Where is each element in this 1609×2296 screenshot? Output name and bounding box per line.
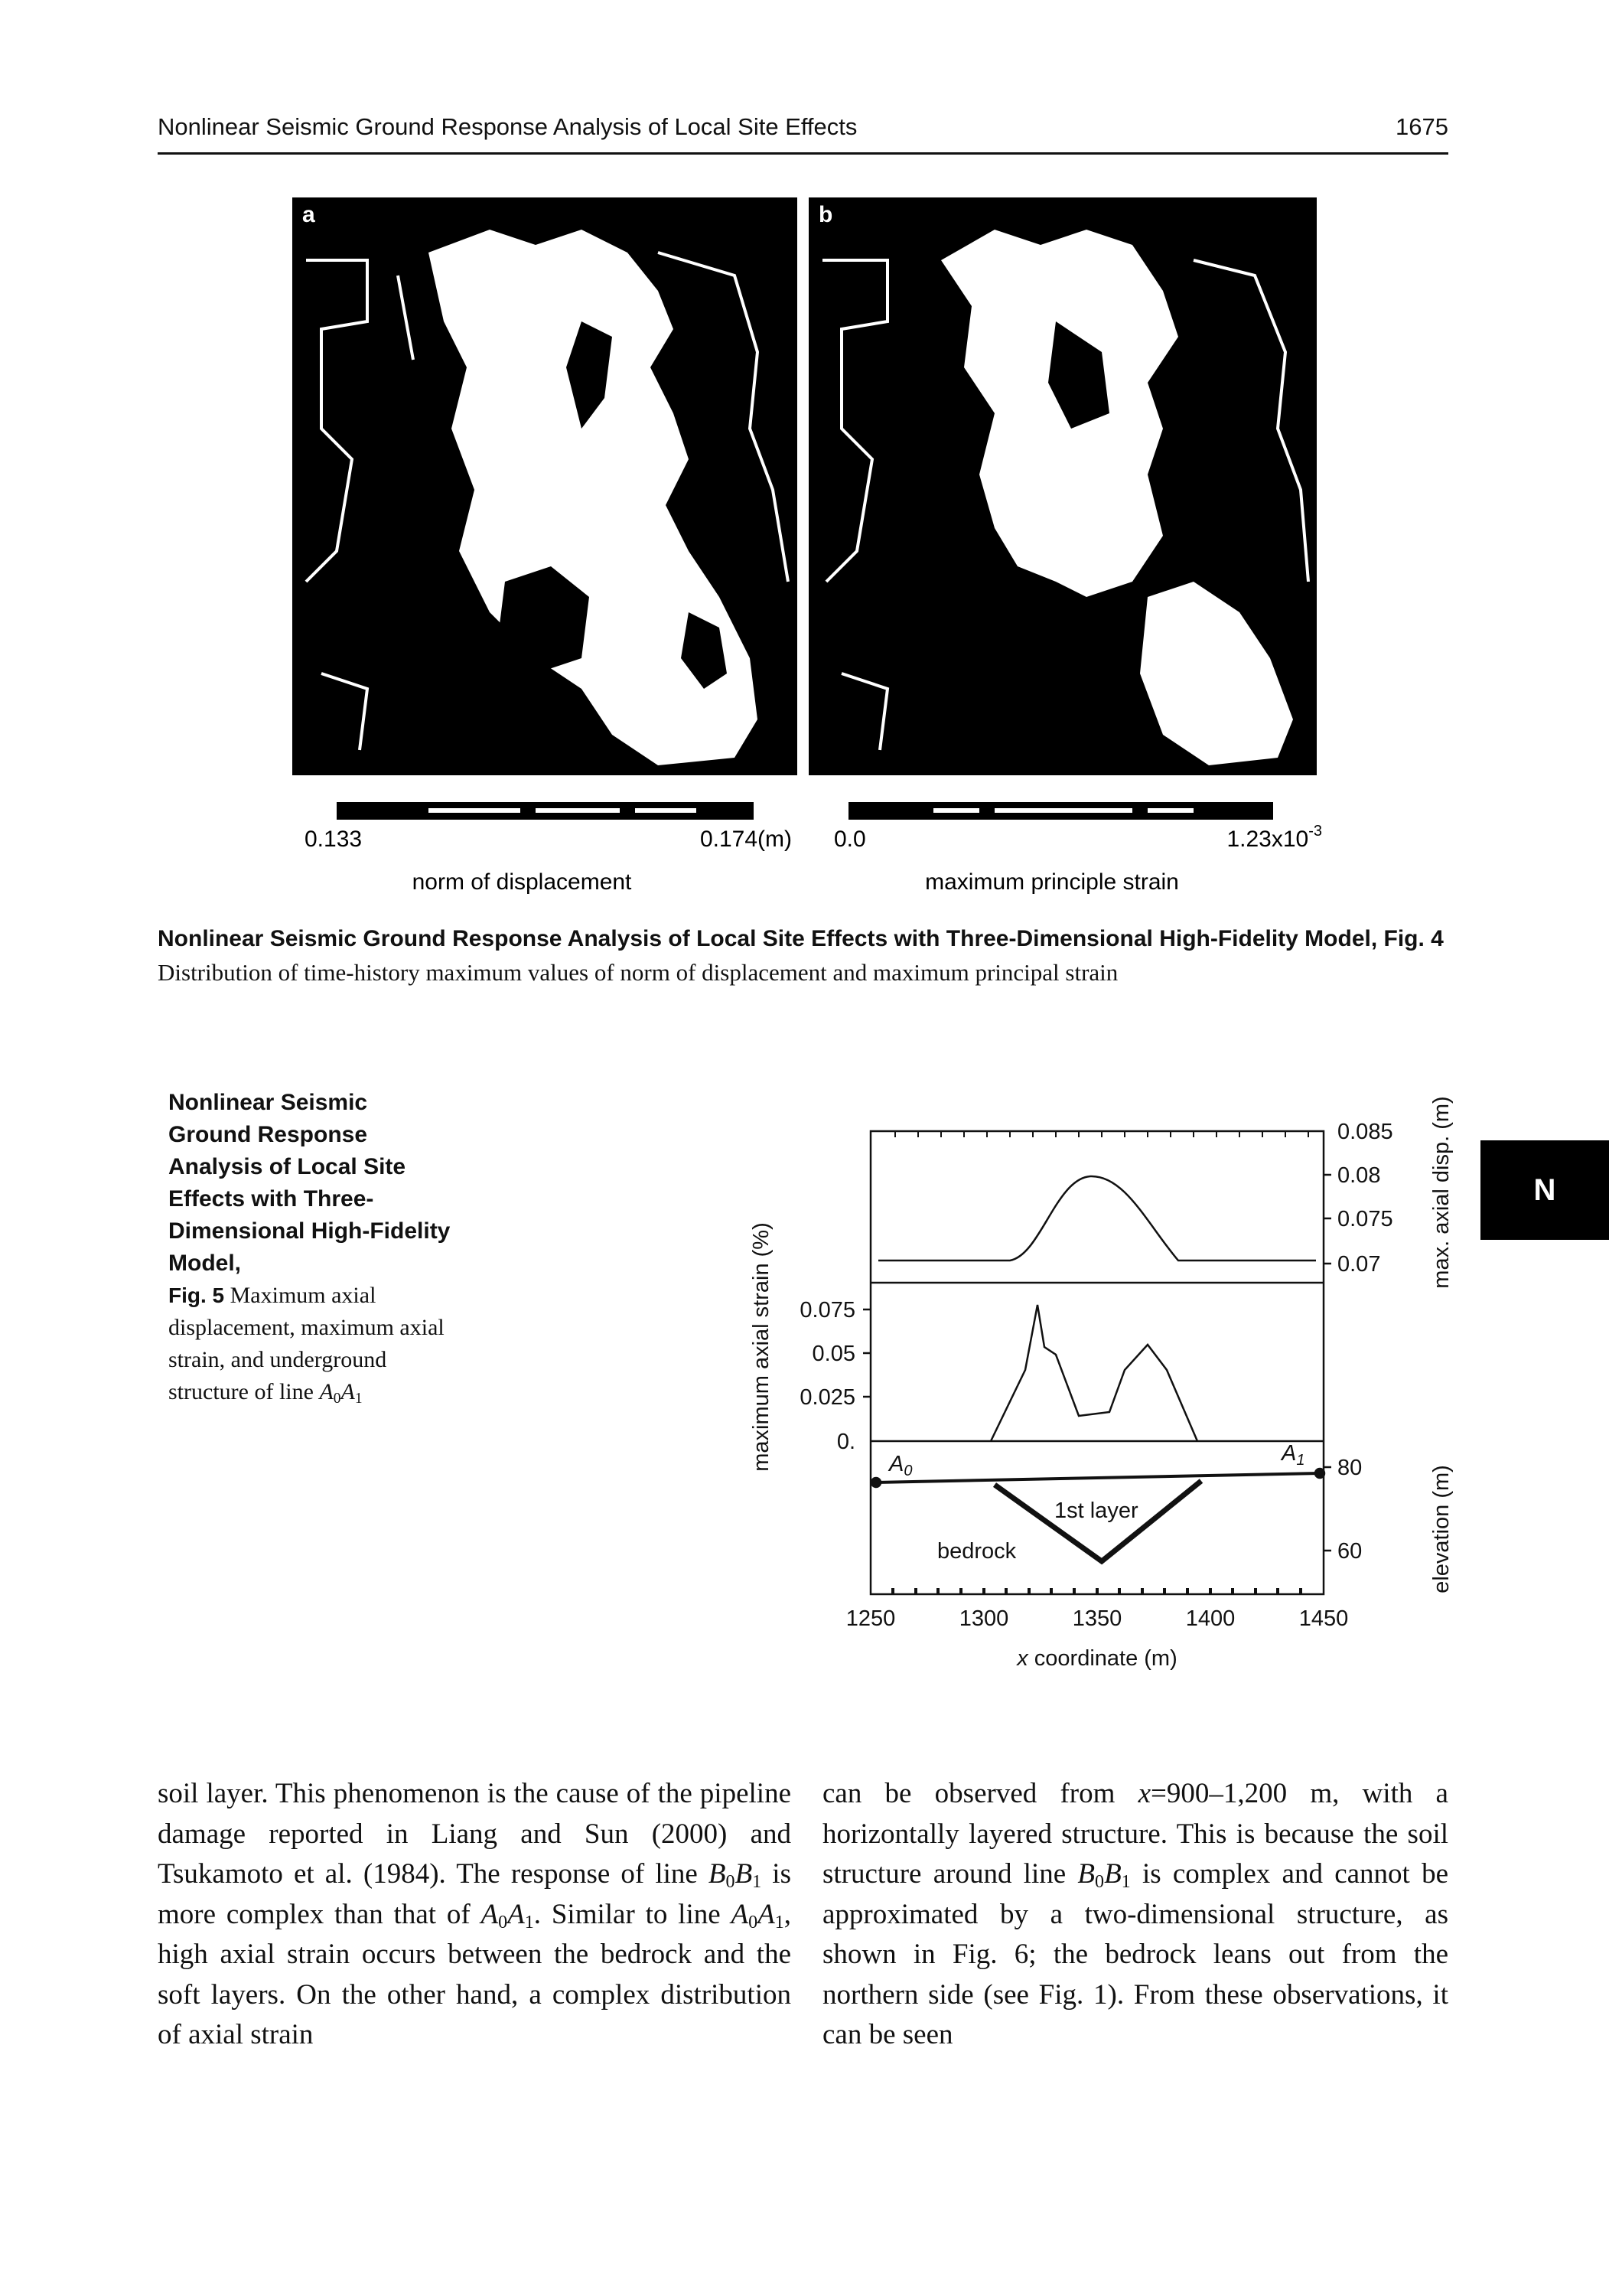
bedrock-boundary: [992, 1479, 1203, 1565]
subscript: 1: [1121, 1872, 1131, 1892]
point-sub: 0: [904, 1463, 912, 1479]
colorbar-max-base: 1.23x10: [1226, 827, 1308, 852]
caption-sub: 1: [354, 1390, 363, 1407]
symbol: A: [480, 1898, 499, 1930]
point-sub: 1: [1296, 1452, 1304, 1469]
y-axis-label: maximum axial strain (%): [749, 1222, 774, 1472]
figure-4-caption: Nonlinear Seismic Ground Response Analys…: [158, 922, 1451, 990]
subscript: 0: [498, 1912, 508, 1932]
tick-label: 1400: [1186, 1606, 1236, 1631]
subscript: 1: [524, 1912, 534, 1932]
symbol: A: [757, 1898, 775, 1930]
tick-label: 1300: [959, 1606, 1009, 1631]
tick-label: 0.05: [813, 1342, 855, 1366]
running-title: Nonlinear Seismic Ground Response Analys…: [158, 113, 858, 140]
colorbar-min: 0.0: [834, 827, 866, 852]
caption-title: Nonlinear Seismic Ground Response Analys…: [168, 1090, 451, 1276]
text: , high axial strain occurs between the b…: [158, 1898, 792, 2051]
subscript: 1: [774, 1912, 784, 1932]
tick-marks: [891, 1588, 1302, 1594]
figure-5: 0.085 0.08 0.075 0.07 0.075 0.05 0.025 0…: [749, 1096, 1454, 1671]
text: is more complex than that of: [158, 1858, 791, 1930]
tick-label: 0.07: [1337, 1252, 1380, 1277]
panel-a-image: a: [292, 197, 797, 775]
subscript: 0: [1095, 1872, 1105, 1892]
caption-fig: Fig. 5: [168, 1283, 225, 1307]
colorbar-max: 1.23x10-3: [1226, 823, 1322, 852]
x-axis-label: x coordinate (m): [1015, 1646, 1177, 1671]
point-marker: [870, 1476, 882, 1489]
symbol: B: [1077, 1858, 1096, 1890]
x-axis-label-var: x: [1015, 1646, 1029, 1671]
symbol: B: [734, 1858, 753, 1890]
tick-label: 1250: [846, 1606, 896, 1631]
tick-label: 0.085: [1337, 1120, 1393, 1144]
panel-b-image: b: [809, 197, 1317, 775]
subscript: 1: [752, 1872, 762, 1892]
ground-line: [875, 1472, 1321, 1484]
tick-label: 1450: [1299, 1606, 1349, 1631]
colorbar-label: maximum principle strain: [925, 869, 1179, 895]
caption-sub: 0: [333, 1390, 341, 1407]
text: . Similar to line: [533, 1898, 731, 1930]
panel-label: b: [819, 202, 832, 227]
figure-5-caption: Nonlinear Seismic Ground Response Analys…: [168, 1087, 451, 1408]
section-tab: N: [1480, 1140, 1609, 1240]
colorbar-max-exponent: -3: [1308, 823, 1322, 840]
text: soil layer. This phenomenon is the cause…: [158, 1778, 791, 1890]
subscript: 0: [725, 1872, 735, 1892]
tick-label: 80: [1337, 1456, 1362, 1480]
tick-label: 0.075: [1337, 1207, 1393, 1231]
subscript: 0: [748, 1912, 758, 1932]
tick-label: 0.075: [800, 1298, 855, 1322]
text: =900–1,200 m, with a horizontally layere…: [822, 1778, 1448, 1890]
header-rule: [158, 152, 1448, 155]
body-column-1: soil layer. This phenomenon is the cause…: [158, 1774, 791, 2056]
colorbar-a: [337, 802, 754, 820]
y-axis-label: elevation (m): [1429, 1465, 1454, 1593]
y-axis-label: max. axial disp. (m): [1429, 1096, 1454, 1288]
tick-label: 1350: [1073, 1606, 1122, 1631]
x-axis-label-text: coordinate (m): [1028, 1646, 1177, 1671]
tick-marks: [894, 1131, 1309, 1137]
strain-curve: [989, 1304, 1199, 1442]
plot-frame: [869, 1130, 1325, 1596]
displacement-curve: [878, 1175, 1316, 1262]
tick-label: 0.025: [800, 1385, 855, 1410]
tick-label: 0.: [837, 1430, 855, 1454]
symbol: x: [1138, 1778, 1151, 1809]
point-label: A0: [888, 1452, 912, 1479]
text: can be observed from: [822, 1778, 1138, 1809]
caption-text: Maximum axial displacement, maximum axia…: [168, 1283, 445, 1404]
point-letter: A: [888, 1452, 904, 1476]
symbol: A: [731, 1898, 749, 1930]
body-column-2: can be observed from x=900–1,200 m, with…: [822, 1774, 1448, 2056]
symbol: A: [507, 1898, 525, 1930]
bedrock-label: bedrock: [937, 1539, 1017, 1564]
panel-label: a: [302, 202, 315, 227]
text: is complex and cannot be approximated by…: [822, 1858, 1448, 2050]
caption-symbol: A: [319, 1379, 334, 1404]
caption-symbol: A: [340, 1379, 355, 1404]
colorbar-b: [848, 802, 1273, 820]
page-number: 1675: [1396, 113, 1448, 140]
colorbar-label: norm of displacement: [412, 869, 632, 895]
tick-marks: [863, 1173, 1331, 1552]
figure-4: a b 0.133 0.174(m) norm of displacement …: [292, 197, 1322, 895]
tick-label: 0.08: [1337, 1163, 1380, 1188]
tick-label: 60: [1337, 1539, 1362, 1564]
point-label: A1: [1280, 1441, 1304, 1469]
colorbar-min: 0.133: [305, 827, 362, 852]
symbol: B: [708, 1858, 726, 1890]
layer-label: 1st layer: [1054, 1499, 1138, 1523]
symbol: B: [1104, 1858, 1122, 1890]
point-marker: [1314, 1467, 1326, 1479]
colorbar-max: 0.174(m): [700, 827, 792, 852]
caption-title: Nonlinear Seismic Ground Response Analys…: [158, 926, 1444, 951]
caption-text: Distribution of time-history maximum val…: [158, 959, 1119, 986]
point-letter: A: [1280, 1441, 1296, 1466]
